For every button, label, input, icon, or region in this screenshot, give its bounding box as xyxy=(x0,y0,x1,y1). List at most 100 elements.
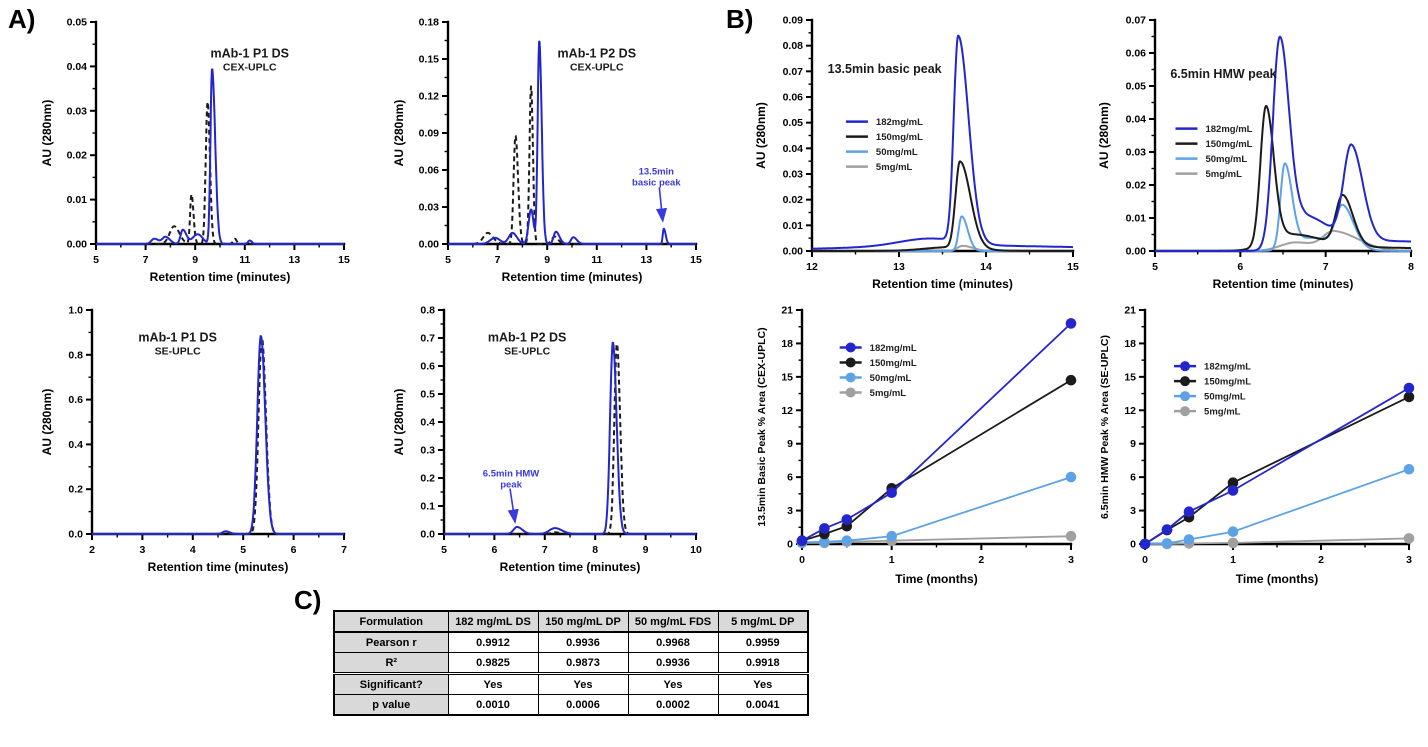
svg-text:15: 15 xyxy=(690,254,702,266)
svg-text:5: 5 xyxy=(240,544,246,556)
svg-text:basic peak: basic peak xyxy=(632,177,681,188)
svg-text:12: 12 xyxy=(806,261,818,273)
svg-text:0.2: 0.2 xyxy=(68,484,83,496)
svg-text:0.0: 0.0 xyxy=(420,529,435,541)
svg-text:0.0: 0.0 xyxy=(68,529,83,541)
table-row: R² 0.9825 0.9873 0.9936 0.9918 xyxy=(333,652,809,674)
stats-table: Formulation 182 mg/mL DS 150 mg/mL DP 50 mg… xyxy=(333,610,809,716)
panel-c-label: C) xyxy=(294,585,322,615)
series-150mg/mL xyxy=(1139,391,1415,550)
table-cell: 0.9918 xyxy=(717,652,809,674)
table-header-row: Formulation 182 mg/mL DS 150 mg/mL DP 50 mg… xyxy=(333,610,809,633)
svg-text:7: 7 xyxy=(1323,261,1329,273)
chromatogram-hmw-peak: 5 6 7 8 0.00 0.01 0.02 0.03 0.04 0.05 0.06 0.07 Rete… xyxy=(1095,8,1425,295)
svg-text:AU (280nm): AU (280nm) xyxy=(754,102,768,169)
svg-text:0.04: 0.04 xyxy=(67,61,88,73)
svg-text:AU (280nm): AU (280nm) xyxy=(392,389,406,456)
svg-text:150mg/mL: 150mg/mL xyxy=(1205,139,1252,150)
chart-title: 6.5min HMW peak xyxy=(1170,67,1276,81)
svg-text:0.08: 0.08 xyxy=(783,40,804,52)
svg-text:0.00: 0.00 xyxy=(783,246,804,258)
svg-text:6: 6 xyxy=(1237,261,1243,273)
svg-text:AU (280nm): AU (280nm) xyxy=(392,100,406,167)
svg-text:15: 15 xyxy=(1124,371,1136,383)
svg-text:12: 12 xyxy=(1124,405,1136,417)
table-cell: 0.9873 xyxy=(537,652,629,674)
svg-text:0.02: 0.02 xyxy=(1126,180,1147,192)
svg-text:0: 0 xyxy=(1130,539,1136,551)
svg-text:7: 7 xyxy=(542,544,548,556)
svg-text:5: 5 xyxy=(441,544,447,556)
svg-text:5mg/mL: 5mg/mL xyxy=(870,388,907,399)
chromatogram-se-p1: 2 3 4 5 6 7 0.0 0.2 0.4 0.6 0.8 1.0 Retention time (… xyxy=(38,298,358,578)
svg-text:0.07: 0.07 xyxy=(783,66,804,78)
svg-text:0.06: 0.06 xyxy=(419,165,440,177)
svg-text:2: 2 xyxy=(89,544,95,556)
svg-text:0.02: 0.02 xyxy=(783,194,804,206)
svg-text:Time (months): Time (months) xyxy=(1236,572,1318,586)
svg-text:0.8: 0.8 xyxy=(420,305,435,317)
svg-text:Retention time (minutes): Retention time (minutes) xyxy=(1213,277,1354,291)
series-5mg/mL xyxy=(1154,229,1412,252)
svg-text:13: 13 xyxy=(289,254,301,266)
svg-text:0.05: 0.05 xyxy=(1126,81,1147,93)
svg-text:CEX-UPLC: CEX-UPLC xyxy=(223,62,277,74)
svg-text:3: 3 xyxy=(1068,554,1074,566)
svg-text:150mg/mL: 150mg/mL xyxy=(870,358,917,369)
series-black xyxy=(443,342,697,535)
legend: 182mg/mL 150mg/mL 50mg/mL 5mg/mL xyxy=(1174,361,1251,418)
svg-text:182mg/mL: 182mg/mL xyxy=(1204,362,1251,373)
svg-text:3: 3 xyxy=(139,544,145,556)
svg-text:0.5: 0.5 xyxy=(420,389,435,401)
chart-title: 13.5min basic peak xyxy=(828,62,942,76)
legend: 182mg/mL 150mg/mL 50mg/mL 5mg/mL xyxy=(845,117,923,173)
panel-a-label: A) xyxy=(8,4,36,34)
svg-text:0.09: 0.09 xyxy=(419,128,440,140)
svg-text:7: 7 xyxy=(495,254,501,266)
svg-text:AU (280nm): AU (280nm) xyxy=(1097,102,1111,169)
svg-text:0.7: 0.7 xyxy=(420,333,435,345)
table-cell: 0.0041 xyxy=(717,694,809,716)
svg-text:6: 6 xyxy=(291,544,297,556)
svg-text:50mg/mL: 50mg/mL xyxy=(1204,392,1246,403)
svg-text:3: 3 xyxy=(787,505,793,517)
series-50mg/mL xyxy=(1154,162,1412,252)
series-182mg/mL xyxy=(1154,35,1412,252)
axes: 2 3 4 5 6 7 0.0 0.2 0.4 0.6 0.8 1.0 Retention time (… xyxy=(40,305,347,575)
svg-text:6: 6 xyxy=(1130,472,1136,484)
svg-text:182mg/mL: 182mg/mL xyxy=(876,117,923,128)
svg-text:6.5min HMW: 6.5min HMW xyxy=(483,469,540,480)
table-header-cell: 150 mg/mL DP xyxy=(537,610,629,633)
svg-text:0.07: 0.07 xyxy=(1126,15,1147,27)
svg-text:8: 8 xyxy=(592,544,598,556)
table-header-cell: Formulation xyxy=(333,610,449,633)
svg-text:13.5min: 13.5min xyxy=(639,166,675,177)
svg-text:0.18: 0.18 xyxy=(419,17,440,29)
svg-text:13.5min Basic Peak % Area (CEX: 13.5min Basic Peak % Area (CEX-UPLC) xyxy=(756,327,768,526)
svg-text:5: 5 xyxy=(1152,261,1158,273)
chromatogram-cex-p1: 5 7 9 11 13 15 0.00 0.01 0.02 0.03 0.04 0.05 Retenti… xyxy=(38,10,358,288)
svg-text:0.09: 0.09 xyxy=(783,15,804,27)
svg-text:11: 11 xyxy=(591,254,602,266)
legend: 182mg/mL 150mg/mL 50mg/mL 5mg/mL xyxy=(839,342,917,399)
table-row: Significant? Yes Yes Yes Yes xyxy=(333,672,809,695)
svg-text:0.03: 0.03 xyxy=(1126,147,1147,159)
svg-text:Retention time (minutes): Retention time (minutes) xyxy=(500,560,641,574)
table-row-label: R² xyxy=(333,652,449,674)
chromatogram-basic-peak: 12 13 14 15 0.00 0.01 0.02 0.03 0.04 0.05 0.06 0.07… xyxy=(752,8,1087,295)
svg-text:5: 5 xyxy=(93,254,99,266)
svg-text:6: 6 xyxy=(491,544,497,556)
axes: 5 6 7 8 9 10 0.0 0.1 0.2 0.3 0.4 0.5 0.6 0.7 0.8 Retent… xyxy=(392,305,702,575)
svg-text:21: 21 xyxy=(781,305,793,317)
table-cell: 0.9968 xyxy=(627,631,719,653)
svg-text:0.04: 0.04 xyxy=(783,143,804,155)
svg-text:0: 0 xyxy=(787,539,793,551)
series-blue xyxy=(95,68,345,245)
svg-text:AU (280nm): AU (280nm) xyxy=(40,100,54,167)
table-header-cell: 50 mg/mL FDS xyxy=(627,610,719,633)
svg-text:9: 9 xyxy=(544,254,550,266)
